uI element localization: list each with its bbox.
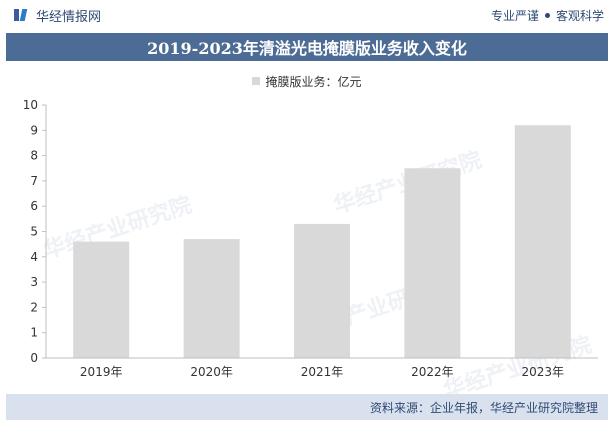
y-tick-label: 5 — [30, 225, 38, 239]
y-tick-label: 7 — [30, 174, 38, 188]
y-axis: 0 1 2 3 4 5 6 7 8 9 10 — [23, 98, 47, 365]
bar-5 — [514, 125, 571, 358]
chart-title-bar: 2019-2023年清溢光电掩膜版业务收入变化 — [6, 33, 608, 61]
slogan-right: 客观科学 — [555, 8, 604, 23]
y-tick-label: 0 — [30, 351, 38, 365]
brand-logo-icon — [14, 8, 30, 22]
y-tick-label: 8 — [30, 149, 38, 163]
bar-chart: 0 1 2 3 4 5 6 7 8 9 10 2019年 2020年 2021年 2022年 2023年 — [23, 98, 598, 379]
chart-legend: 掩膜版业务：亿元 — [0, 72, 614, 90]
legend-label: 掩膜版业务：亿元 — [265, 74, 362, 89]
source-text: 资料来源：企业年报，华经产业研究院整理 — [369, 400, 598, 415]
brand-name: 华经情报网 — [36, 9, 102, 25]
bar-4 — [404, 168, 461, 358]
y-tick-label: 4 — [30, 250, 38, 264]
x-tick-label: 2019年 — [80, 365, 123, 379]
bars — [73, 125, 571, 358]
dot-separator-icon — [544, 12, 550, 18]
x-axis: 2019年 2020年 2021年 2022年 2023年 — [46, 357, 598, 379]
x-tick-label: 2021年 — [301, 365, 344, 379]
slogan-left: 专业严谨 — [490, 8, 539, 23]
legend-swatch-icon — [252, 77, 261, 85]
brand: 华经情报网 — [14, 6, 101, 25]
y-tick-label: 2 — [30, 300, 38, 314]
y-tick-label: 1 — [30, 326, 38, 340]
y-tick-label: 6 — [30, 199, 38, 213]
x-tick-label: 2023年 — [522, 365, 565, 379]
bar-1 — [73, 241, 130, 358]
chart-title: 2019-2023年清溢光电掩膜版业务收入变化 — [147, 39, 467, 58]
x-tick-label: 2020年 — [190, 365, 233, 379]
top-bar: 华经情报网 专业严谨 客观科学 — [0, 0, 614, 30]
y-tick-label: 3 — [30, 275, 38, 289]
bar-2 — [183, 239, 240, 358]
y-tick-label: 9 — [30, 123, 38, 137]
y-tick-label: 10 — [23, 98, 38, 112]
x-tick-label: 2022年 — [411, 365, 454, 379]
slogan: 专业严谨 客观科学 — [491, 7, 604, 24]
footer-source: 资料来源：企业年报，华经产业研究院整理 — [6, 394, 608, 420]
bar-3 — [294, 223, 350, 358]
